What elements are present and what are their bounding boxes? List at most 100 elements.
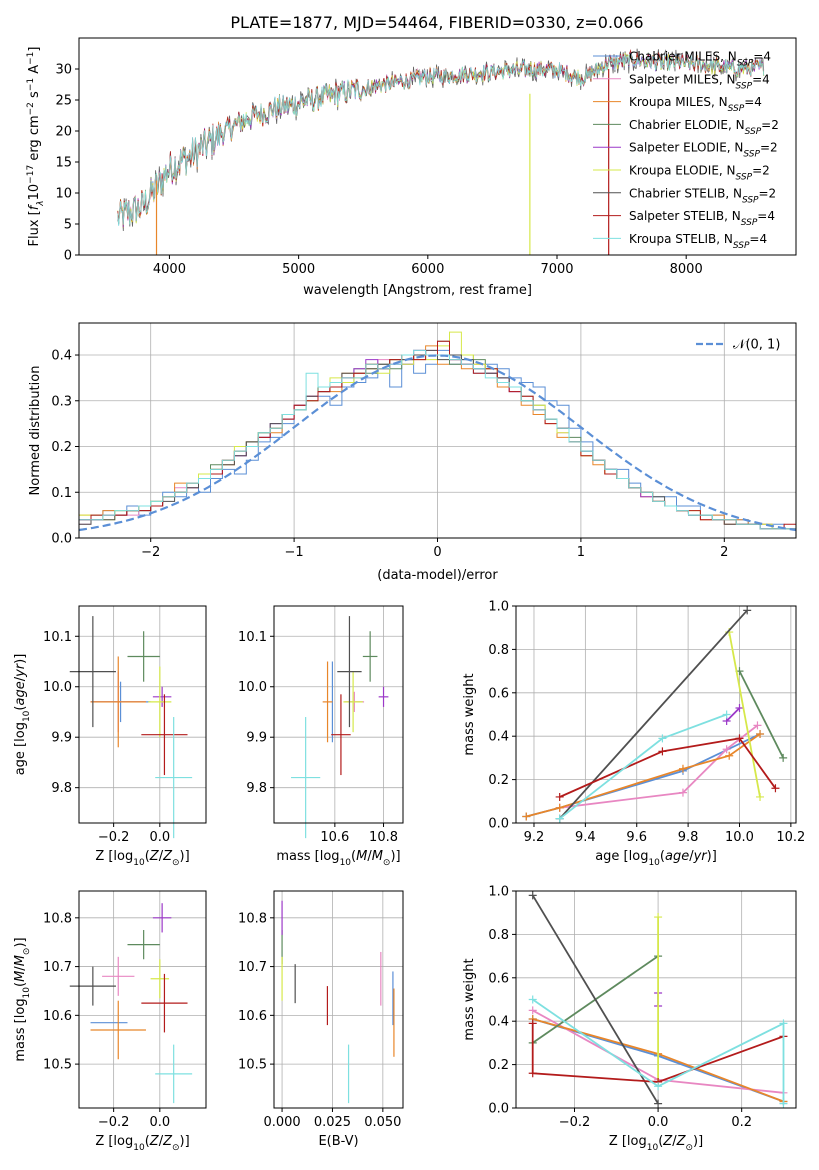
label-part: Chabrier MILES, N xyxy=(629,50,737,64)
y-tick-label: 15 xyxy=(55,156,72,171)
y-tick-label: 0.3 xyxy=(51,394,72,409)
label-part: =4 xyxy=(749,232,767,246)
weight_vs_Z-frame xyxy=(515,890,797,1109)
y-tick-label: 1.0 xyxy=(488,885,509,900)
label-part: )] xyxy=(707,849,717,864)
x-tick-label: −1 xyxy=(285,545,304,560)
label-part: SSP xyxy=(742,195,759,205)
y-tick-label: 0.8 xyxy=(488,643,509,658)
weight-point-marker xyxy=(722,745,731,754)
label-part: erg cm xyxy=(27,115,42,164)
label-part: ⊙ xyxy=(172,858,180,868)
axes-mass_vs_Z: −0.2 0.010.510.610.710.8Z [log10(Z/Z⊙)]ma… xyxy=(13,890,207,1153)
label-part: / xyxy=(13,966,28,971)
weight-point-marker xyxy=(678,764,687,773)
weight-point-marker xyxy=(528,1019,537,1028)
legend-label: Salpeter STELIB, NSSP=4 xyxy=(629,209,775,228)
label-part: 10 xyxy=(647,1143,659,1153)
label-part: SSP xyxy=(741,218,758,228)
label-part: s xyxy=(27,91,42,102)
y-tick-label: 0.0 xyxy=(51,532,72,547)
weight-series-line xyxy=(725,707,741,722)
weight-point-marker xyxy=(771,784,780,793)
x-tick-label: 0.2 xyxy=(731,1115,752,1130)
label-part: Z xyxy=(149,849,160,864)
y-tick-label: 10.7 xyxy=(43,960,72,975)
age_vs_Z-frame xyxy=(78,605,207,824)
x-tick-label: 0.0 xyxy=(149,830,170,845)
label-part: )] xyxy=(693,1134,703,1149)
label-part: Z xyxy=(662,1134,673,1149)
label-part: Kroupa ELODIE, N xyxy=(629,164,736,178)
label-part: =2 xyxy=(759,186,777,200)
x-tick-label: 10.0 xyxy=(725,830,754,845)
y-tick-label: 10.7 xyxy=(238,960,267,975)
weight-point-marker xyxy=(528,995,537,1004)
histogram-step xyxy=(79,349,796,530)
x-tick-label: 10.2 xyxy=(776,830,805,845)
label-part: ( xyxy=(145,849,150,864)
label-part: Z xyxy=(149,1134,160,1149)
weight_vs_age-xlabel: age [log10(age/yr)] xyxy=(595,849,717,868)
legend-label: Kroupa MILES, NSSP=4 xyxy=(629,95,762,114)
label-part: Salpeter STELIB, N xyxy=(629,209,741,223)
label-part: −17 xyxy=(26,165,36,184)
x-tick-label: 0.050 xyxy=(364,1115,401,1130)
y-tick-label: 10.8 xyxy=(43,911,72,926)
label-part: A xyxy=(27,65,42,78)
y-tick-label: 0.0 xyxy=(488,1102,509,1117)
figure-title: PLATE=1877, MJD=54464, FIBERID=0330, z=0… xyxy=(230,13,643,32)
label-part: SSP xyxy=(736,173,753,183)
label-part: SSP xyxy=(737,59,754,69)
weight-point-marker xyxy=(658,747,667,756)
label-part: Z xyxy=(162,849,173,864)
y-tick-label: 0 xyxy=(64,249,72,264)
x-tick-label: 0.025 xyxy=(314,1115,351,1130)
label-part: 10 xyxy=(133,858,145,868)
label-part: mass [log xyxy=(13,998,28,1061)
label-part: Salpeter ELODIE, N xyxy=(629,141,743,155)
weight-point-marker xyxy=(555,792,564,801)
axes-spectrum: 4000 5000 6000 7000 8000 0 5 10 15 20 25 30 waveleng… xyxy=(26,37,797,298)
label-part: age [log xyxy=(13,722,28,775)
weight-point-marker xyxy=(555,803,564,812)
y-tick-label: 10.6 xyxy=(43,1009,72,1024)
label-part: 10 xyxy=(22,710,32,722)
x-tick-label: 0.0 xyxy=(648,1115,669,1130)
label-part: f xyxy=(27,203,42,210)
weight-point-marker xyxy=(725,751,734,760)
x-tick-label: 8000 xyxy=(670,262,703,277)
age_vs_Z-xlabel: Z [log10(Z/Z⊙)] xyxy=(95,849,189,868)
legend-label: 𝒩(0, 1) xyxy=(733,338,780,353)
weight-point-marker xyxy=(678,788,687,797)
x-tick-label: 7000 xyxy=(540,262,573,277)
axes-weight_vs_age: 9.2 9.4 9.6 9.8 10.0 10.2 0.0 0.2 0.4 0.6 0.8 1.0 ag… xyxy=(462,600,805,869)
weight-point-marker xyxy=(528,1069,537,1078)
label-part: SSP xyxy=(743,150,760,160)
label-part: yr xyxy=(13,662,28,678)
weight-point-marker xyxy=(522,812,531,821)
label-part: age [log xyxy=(595,849,648,864)
y-tick-label: 10.6 xyxy=(238,1009,267,1024)
legend-label: Chabrier STELIB, NSSP=2 xyxy=(629,186,776,205)
weight-point-marker xyxy=(654,1099,663,1108)
x-tick-label: 10.6 xyxy=(320,830,349,845)
age_vs_Z-ylabel: age [log10(age/yr)] xyxy=(13,654,32,776)
y-tick-label: 20 xyxy=(55,125,72,140)
mass_vs_ebv-frame xyxy=(273,890,404,1109)
weight-point-marker xyxy=(735,734,744,743)
label-part: M xyxy=(13,955,28,966)
y-tick-label: 1.0 xyxy=(488,600,509,615)
y-tick-label: 10.1 xyxy=(43,630,72,645)
label-part: SSP xyxy=(728,104,745,114)
x-tick-label: −2 xyxy=(141,545,160,560)
weight_vs_Z-ylabel: mass weight xyxy=(462,958,477,1040)
weight-point-marker xyxy=(756,792,765,801)
weight-series-line xyxy=(728,631,761,798)
y-tick-label: 30 xyxy=(55,63,72,78)
y-tick-label: 0.4 xyxy=(488,730,509,745)
y-tick-label: 0.4 xyxy=(488,1015,509,1030)
y-tick-label: 10.0 xyxy=(43,680,72,695)
